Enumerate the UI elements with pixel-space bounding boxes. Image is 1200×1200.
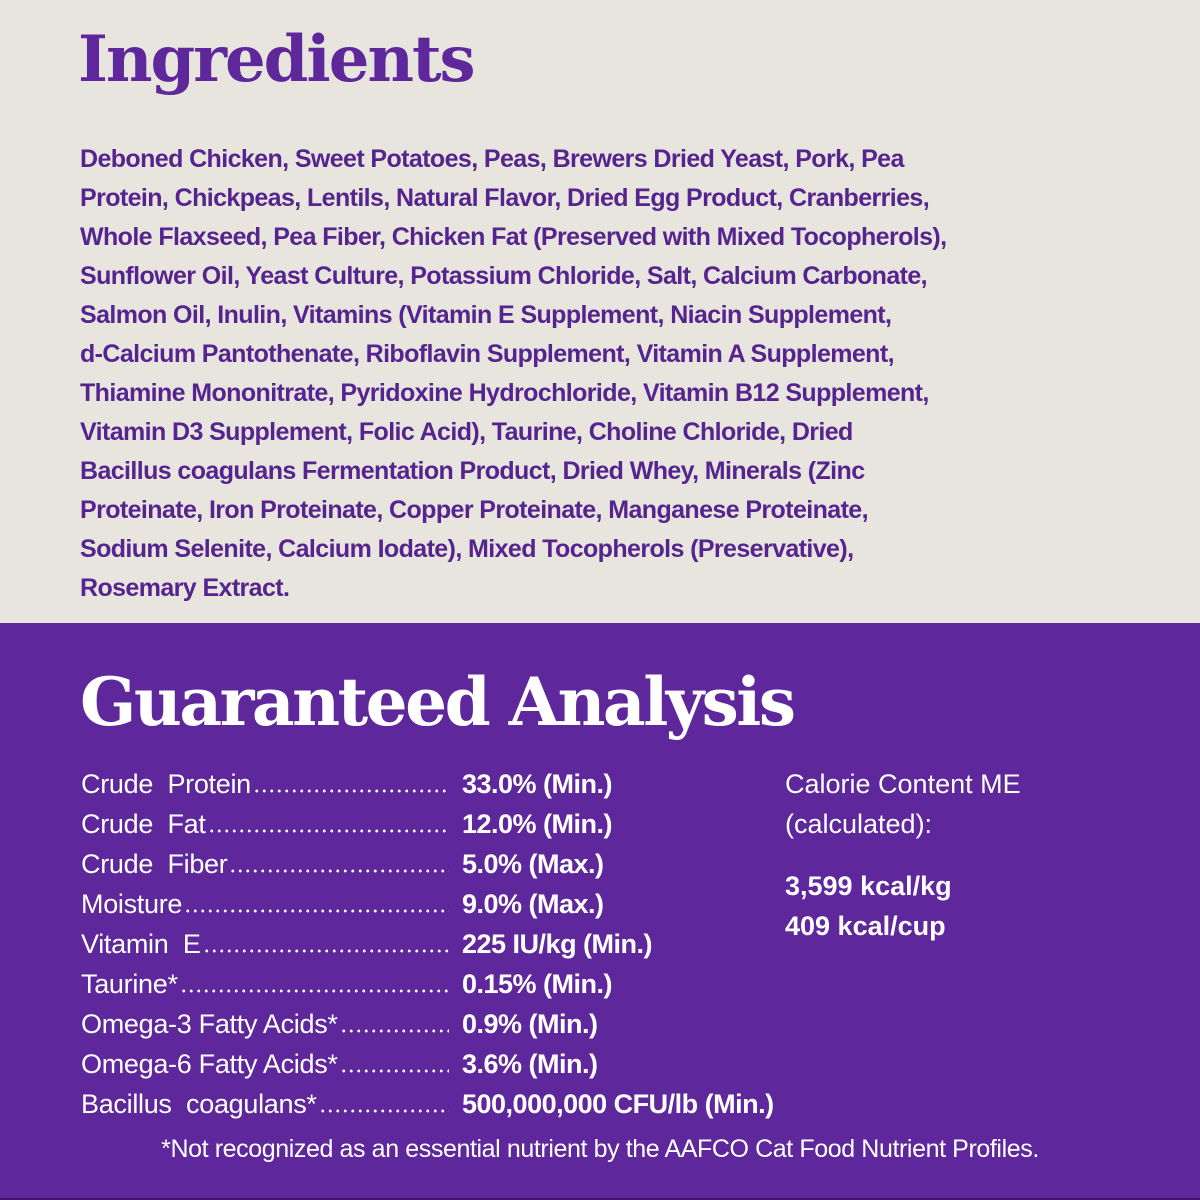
nutrient-name: Omega-6 Fatty Acids*	[81, 1049, 338, 1079]
analysis-row: Taurine* 0.15% (Min.)	[81, 964, 774, 1004]
calorie-label-sub: (calculated):	[785, 809, 933, 839]
calorie-per-cup: 409 kcal/cup	[785, 911, 946, 941]
nutrient-label: Bacillus coagulans*	[81, 1084, 451, 1124]
dot-leader	[339, 1069, 449, 1073]
ingredients-line: Proteinate, Iron Proteinate, Copper Prot…	[80, 496, 869, 524]
nutrient-label: Omega-3 Fatty Acids*	[81, 1004, 451, 1044]
calorie-per-kg: 3,599 kcal/kg	[785, 871, 952, 901]
calorie-content: Calorie Content ME (calculated): 3,599 k…	[785, 764, 1021, 946]
dot-leader	[179, 989, 449, 993]
nutrient-name: Crude Protein	[81, 769, 251, 799]
dot-leader	[252, 789, 449, 793]
ingredients-list: Deboned Chicken, Sweet Potatoes, Peas, B…	[80, 140, 1160, 608]
ingredients-line: Protein, Chickpeas, Lentils, Natural Fla…	[80, 184, 930, 212]
footnote: *Not recognized as an essential nutrient…	[161, 1135, 1039, 1163]
analysis-row: Omega-3 Fatty Acids* 0.9% (Min.)	[81, 1004, 774, 1044]
ingredients-title: Ingredients	[78, 22, 476, 97]
ingredients-line: Whole Flaxseed, Pea Fiber, Chicken Fat (…	[80, 223, 947, 251]
nutrient-value: 500,000,000 CFU/lb (Min.)	[462, 1089, 774, 1119]
nutrient-value: 0.15% (Min.)	[462, 969, 613, 999]
analysis-row: Crude Fiber 5.0% (Max.)	[81, 844, 774, 884]
nutrient-name: Vitamin E	[81, 929, 201, 959]
nutrient-label: Vitamin E	[81, 924, 451, 964]
ingredients-line: Bacillus coagulans Fermentation Product,…	[80, 457, 865, 485]
nutrient-label: Crude Protein	[81, 764, 451, 804]
ingredients-line: d-Calcium Pantothenate, Riboflavin Suppl…	[80, 340, 895, 368]
analysis-row: Vitamin E 225 IU/kg (Min.)	[81, 924, 774, 964]
analysis-title: Guaranteed Analysis	[80, 663, 796, 741]
dot-leader	[184, 909, 449, 913]
nutrient-value: 12.0% (Min.)	[462, 809, 613, 839]
guaranteed-analysis-section: Guaranteed Analysis Crude Protein 33.0% (…	[0, 623, 1200, 1200]
ingredients-line: Vitamin D3 Supplement, Folic Acid), Taur…	[80, 418, 853, 446]
ingredients-line: Sunflower Oil, Yeast Culture, Potassium …	[80, 262, 928, 290]
nutrient-name: Crude Fiber	[81, 849, 228, 879]
dot-leader	[318, 1109, 449, 1113]
nutrient-label: Crude Fat	[81, 804, 451, 844]
ingredients-section: Ingredients Deboned Chicken, Sweet Potat…	[78, 22, 1160, 608]
ingredients-line: Thiamine Mononitrate, Pyridoxine Hydroch…	[80, 379, 929, 407]
dot-leader	[207, 829, 449, 833]
analysis-row: Moisture 9.0% (Max.)	[81, 884, 774, 924]
calorie-label: Calorie Content ME	[785, 769, 1021, 799]
analysis-row: Crude Protein 33.0% (Min.)	[81, 764, 774, 804]
ingredients-line: Deboned Chicken, Sweet Potatoes, Peas, B…	[80, 145, 904, 173]
nutrient-name: Moisture	[81, 889, 183, 919]
nutrient-name: Bacillus coagulans*	[81, 1089, 317, 1119]
nutrient-value: 3.6% (Min.)	[462, 1049, 598, 1079]
nutrient-value: 225 IU/kg (Min.)	[462, 929, 653, 959]
nutrient-value: 5.0% (Max.)	[462, 849, 604, 879]
nutrient-value: 9.0% (Max.)	[462, 889, 604, 919]
dot-leader	[229, 869, 449, 873]
ingredients-line: Sodium Selenite, Calcium Iodate), Mixed …	[80, 535, 854, 563]
nutrient-value: 0.9% (Min.)	[462, 1009, 598, 1039]
nutrient-label: Crude Fiber	[81, 844, 451, 884]
nutrient-label: Taurine*	[81, 964, 451, 1004]
nutrient-label: Omega-6 Fatty Acids*	[81, 1044, 451, 1084]
dot-leader	[339, 1029, 449, 1033]
analysis-row: Omega-6 Fatty Acids* 3.6% (Min.)	[81, 1044, 774, 1084]
ingredients-line: Rosemary Extract.	[80, 574, 290, 602]
dot-leader	[202, 949, 449, 953]
analysis-table: Crude Protein 33.0% (Min.) Crude Fat 12.0% …	[81, 764, 774, 1124]
analysis-row: Crude Fat 12.0% (Min.)	[81, 804, 774, 844]
nutrient-value: 33.0% (Min.)	[462, 769, 613, 799]
analysis-row: Bacillus coagulans* 500,000,000 CFU/lb (M…	[81, 1084, 774, 1124]
nutrient-name: Taurine*	[81, 969, 178, 999]
nutrient-label: Moisture	[81, 884, 451, 924]
nutrient-name: Crude Fat	[81, 809, 206, 839]
nutrient-name: Omega-3 Fatty Acids*	[81, 1009, 338, 1039]
ingredients-line: Salmon Oil, Inulin, Vitamins (Vitamin E …	[80, 301, 892, 329]
